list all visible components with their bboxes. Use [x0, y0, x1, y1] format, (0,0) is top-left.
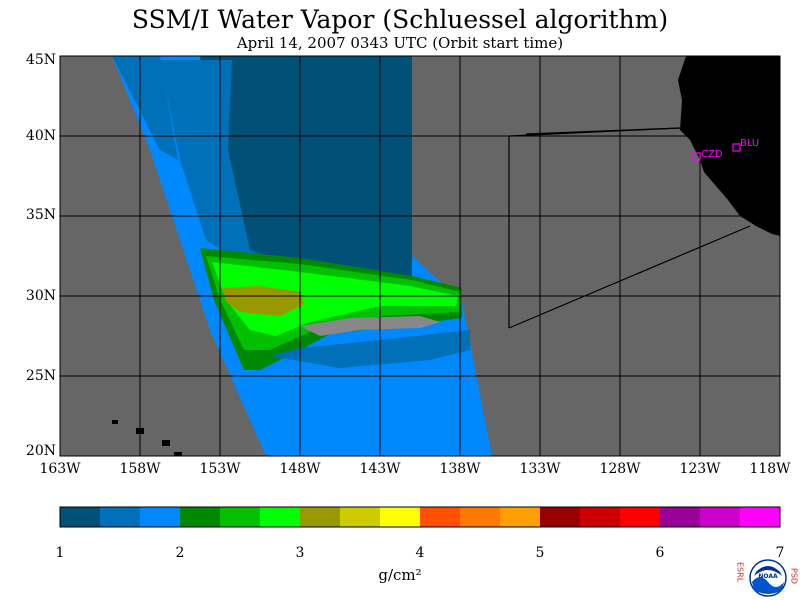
hawaii-island-4 [174, 452, 182, 456]
lat-label-45n: 45N [25, 52, 56, 68]
swath-light-blue-south [270, 330, 470, 368]
swath-medium-blue-west [112, 56, 178, 160]
swath-medium-blue [160, 60, 412, 286]
lat-label-40n: 40N [25, 128, 56, 144]
logo-esrl-text: ESRL [736, 562, 745, 583]
colorbar-tick-5: 5 [535, 545, 545, 561]
logo-psd-text: PSD [790, 568, 799, 584]
colorbar-swatch [140, 507, 180, 527]
map-grid [60, 56, 780, 456]
colorbar-swatch [340, 507, 380, 527]
lon-label-143w: 143W [359, 461, 401, 477]
lon-label-163w: 163W [39, 461, 81, 477]
lon-label-118w: 118W [749, 461, 791, 477]
hawaii-island-1 [112, 420, 118, 424]
colorbar-swatch [660, 507, 700, 527]
chart-subtitle: April 14, 2007 0343 UTC (Orbit start tim… [236, 34, 564, 52]
colorbar-swatch [420, 507, 460, 527]
colorbar-swatch [700, 507, 740, 527]
colorbar-tick-3: 3 [295, 545, 305, 561]
logo-noaa-text: NOAA [758, 573, 778, 580]
colorbar-tick-1: 1 [55, 545, 65, 561]
region-outline-south [508, 225, 751, 329]
map-frame [59, 55, 781, 457]
swath-dark-blue [200, 56, 412, 278]
lat-label-20n: 20N [25, 443, 56, 459]
lon-label-148w: 148W [279, 461, 321, 477]
colorbar-swatch [500, 507, 540, 527]
colorbar-swatch [260, 507, 300, 527]
plume-bright-green [212, 262, 458, 336]
lon-label-133w: 133W [519, 461, 561, 477]
station-czd-marker [692, 152, 701, 161]
lon-label-158w: 158W [119, 461, 161, 477]
station-blu-label: BLU [740, 138, 759, 149]
colorbar-swatch [620, 507, 660, 527]
lat-label-30n: 30N [25, 288, 56, 304]
colorbar-tick-4: 4 [415, 545, 425, 561]
colorbar-frame [59, 506, 781, 528]
hawaii-island-3 [162, 440, 170, 446]
colorbar-swatch [180, 507, 220, 527]
lon-label-153w: 153W [199, 461, 241, 477]
lon-label-138w: 138W [439, 461, 481, 477]
colorbar-swatch [300, 507, 340, 527]
region-outline-top [508, 127, 681, 137]
colorbar-units: g/cm² [378, 566, 422, 584]
lat-label-35n: 35N [25, 207, 56, 223]
station-czd-label: CZD [701, 149, 723, 160]
colorbar-swatch [740, 507, 780, 527]
colorbar-swatch [100, 507, 140, 527]
lat-label-25n: 25N [25, 368, 56, 384]
colorbar-swatch [380, 507, 420, 527]
chart-title: SSM/I Water Vapor (Schluessel algorithm) [131, 5, 669, 34]
noaa-logo-icon: ESRL PSD NOAA [736, 559, 799, 597]
colorbar-swatch [540, 507, 580, 527]
plume-gray-streak [300, 316, 440, 336]
colorbar-swatch [580, 507, 620, 527]
lon-label-128w: 128W [599, 461, 641, 477]
colorbar-tick-2: 2 [175, 545, 185, 561]
station-blu-marker [732, 143, 741, 152]
colorbar-swatch [460, 507, 500, 527]
colorbar-swatch [60, 507, 100, 527]
plume-olive-core [222, 286, 304, 316]
colorbar-tick-6: 6 [655, 545, 665, 561]
colorbar-tick-7: 7 [775, 545, 785, 561]
land-north-america [678, 56, 780, 236]
lon-label-123w: 123W [679, 461, 721, 477]
colorbar [60, 507, 780, 527]
colorbar-swatch [220, 507, 260, 527]
